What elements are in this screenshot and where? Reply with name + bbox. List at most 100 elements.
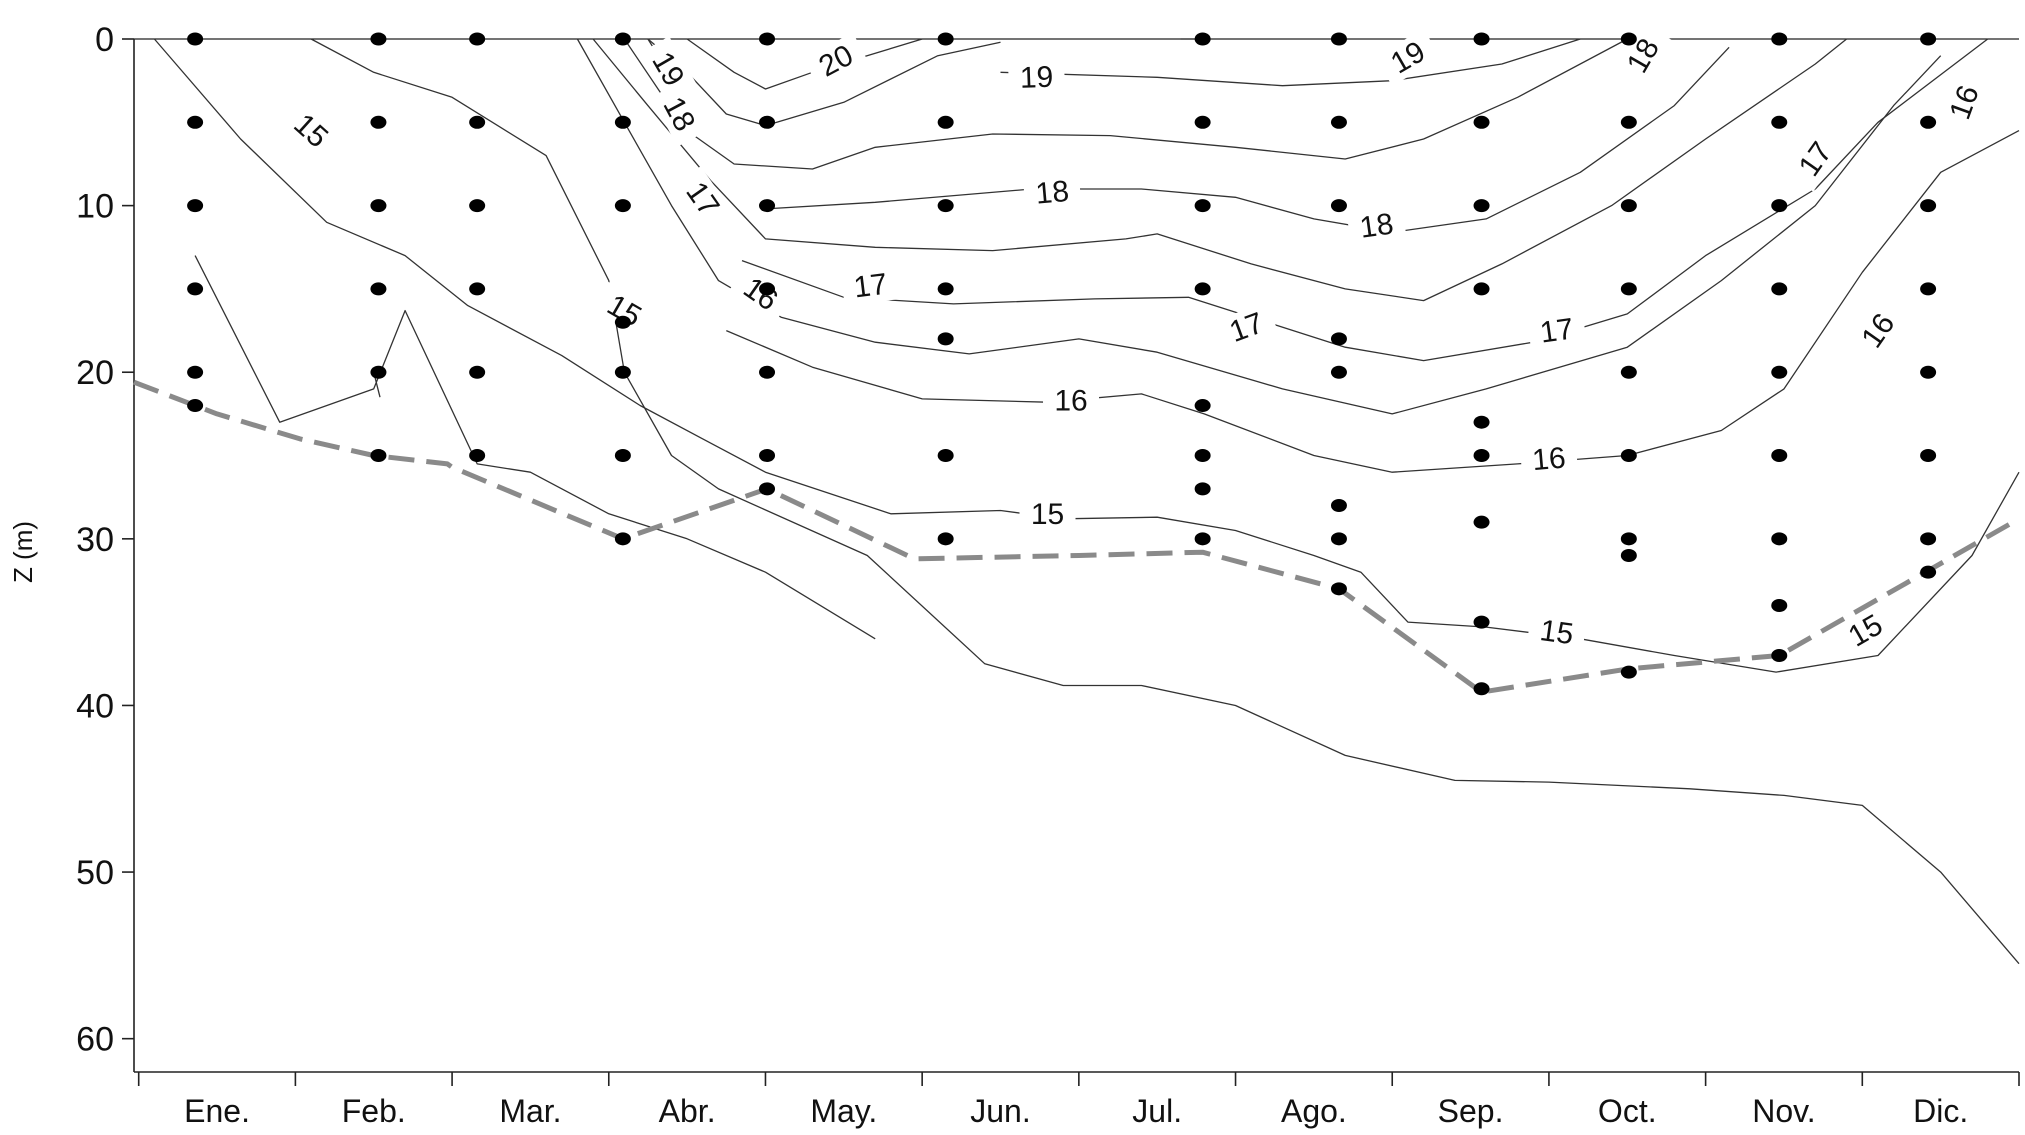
sample-point-22: [614, 365, 631, 379]
sample-points: [187, 32, 1937, 696]
contour-label-bg-7-1: [1785, 126, 1846, 192]
y-tick-label-50: 50: [76, 854, 114, 892]
sample-point-24: [614, 532, 631, 546]
sample-point-55: [1473, 32, 1490, 46]
sample-point-2: [187, 199, 204, 213]
dashed-boundary-line: [133, 379, 2021, 695]
contour-label-bg-11-0: [278, 99, 344, 163]
sample-point-29: [759, 365, 776, 379]
sample-point-45: [1194, 482, 1211, 496]
sample-point-49: [1330, 199, 1347, 213]
sample-point-3: [187, 282, 204, 296]
contour-label-bg-9-0: [728, 263, 794, 324]
sample-point-17: [469, 449, 486, 463]
x-tick-label-ago: Ago.: [1281, 1093, 1347, 1129]
sample-point-28: [759, 282, 776, 296]
x-tick-label-sep: Sep.: [1438, 1093, 1504, 1129]
sample-point-74: [1771, 115, 1788, 129]
sample-point-41: [1194, 199, 1211, 213]
contour-line-18-5: [623, 38, 1628, 170]
x-tick-label-jun: Jun.: [970, 1093, 1030, 1129]
sample-point-79: [1771, 532, 1788, 546]
contour-label-16-10-1: 16: [1531, 441, 1567, 477]
sample-point-44: [1194, 449, 1211, 463]
sample-point-50: [1330, 332, 1347, 346]
sample-point-73: [1771, 32, 1788, 46]
sample-point-31: [759, 482, 776, 496]
sample-point-53: [1330, 532, 1347, 546]
x-tick-label-may: May.: [810, 1093, 877, 1129]
contour-label-bg-3-0: [1007, 59, 1066, 96]
sample-point-14: [469, 199, 486, 213]
sample-point-52: [1330, 499, 1347, 513]
sample-point-66: [1620, 199, 1637, 213]
sample-point-23: [614, 449, 631, 463]
sample-point-43: [1194, 399, 1211, 413]
contour-label-bg-11-3: [1526, 611, 1587, 653]
sample-point-6: [370, 32, 387, 46]
sample-point-38: [937, 532, 954, 546]
x-tick-label-oct: Oct.: [1598, 1093, 1657, 1129]
y-tick-label-10: 10: [76, 188, 114, 226]
sample-point-13: [469, 115, 486, 129]
contour-label-18-6-0: 18: [1034, 175, 1070, 211]
sample-point-4: [187, 365, 204, 379]
sample-point-46: [1194, 532, 1211, 546]
sample-point-85: [1920, 282, 1937, 296]
sample-point-86: [1920, 365, 1937, 379]
sample-point-71: [1620, 549, 1637, 562]
sample-point-11: [370, 449, 387, 463]
sample-point-21: [614, 315, 631, 329]
sample-point-82: [1920, 32, 1937, 46]
sample-point-39: [1194, 32, 1211, 46]
sample-point-42: [1194, 282, 1211, 296]
sample-point-40: [1194, 115, 1211, 129]
sample-point-47: [1330, 32, 1347, 46]
contour-line-14-12: [310, 38, 2020, 965]
contour-label-bg-3-1: [1375, 28, 1441, 87]
contour-line-18-6: [765, 46, 1730, 233]
sample-point-48: [1330, 115, 1347, 129]
sample-point-36: [937, 332, 954, 346]
sample-point-88: [1920, 532, 1937, 546]
contour-label-bg-10-1: [1519, 439, 1579, 479]
contour-line-17-7: [592, 38, 1848, 302]
x-tick-label-dic: Dic.: [1913, 1093, 1968, 1129]
y-tick-label-20: 20: [76, 354, 114, 392]
sample-point-77: [1771, 365, 1788, 379]
contour-label-15-11-3: 15: [1538, 614, 1576, 651]
contour-label-bg-6-1: [1346, 204, 1407, 247]
sample-point-0: [187, 32, 204, 46]
y-tick-label-0: 0: [95, 21, 114, 59]
contour-label-bg-5-1: [1614, 22, 1672, 89]
x-tick-label-nov: Nov.: [1752, 1093, 1815, 1129]
sample-point-64: [1620, 32, 1637, 46]
contour-line-14-14: [194, 255, 876, 640]
y-axis-title: Z (m): [8, 521, 38, 583]
contour-label-16-10-0: 16: [1054, 385, 1087, 418]
y-tick-label-30: 30: [76, 521, 114, 559]
contour-label-17-8-0: 17: [852, 268, 889, 305]
contour-line-19-3: [1000, 38, 1581, 87]
sample-point-37: [937, 449, 954, 463]
sample-point-5: [187, 399, 204, 413]
contour-label-bg-6-0: [1022, 172, 1082, 212]
sample-point-26: [759, 115, 776, 129]
sample-point-15: [469, 282, 486, 296]
sample-point-60: [1473, 449, 1490, 463]
contour-label-bg-11-4: [1832, 601, 1899, 660]
sample-point-16: [469, 365, 486, 379]
sample-point-27: [759, 199, 776, 213]
sample-point-75: [1771, 199, 1788, 213]
sample-point-87: [1920, 449, 1937, 463]
dashed-boundary-group: [133, 379, 2021, 695]
sample-point-83: [1920, 115, 1937, 129]
x-tick-label-feb: Feb.: [342, 1093, 406, 1129]
sample-point-8: [370, 199, 387, 213]
contour-label-bg-8-1: [1214, 301, 1279, 353]
contour-lines: [153, 38, 2020, 965]
sample-point-61: [1473, 515, 1490, 529]
sample-point-70: [1620, 532, 1637, 546]
sample-point-12: [469, 32, 486, 46]
